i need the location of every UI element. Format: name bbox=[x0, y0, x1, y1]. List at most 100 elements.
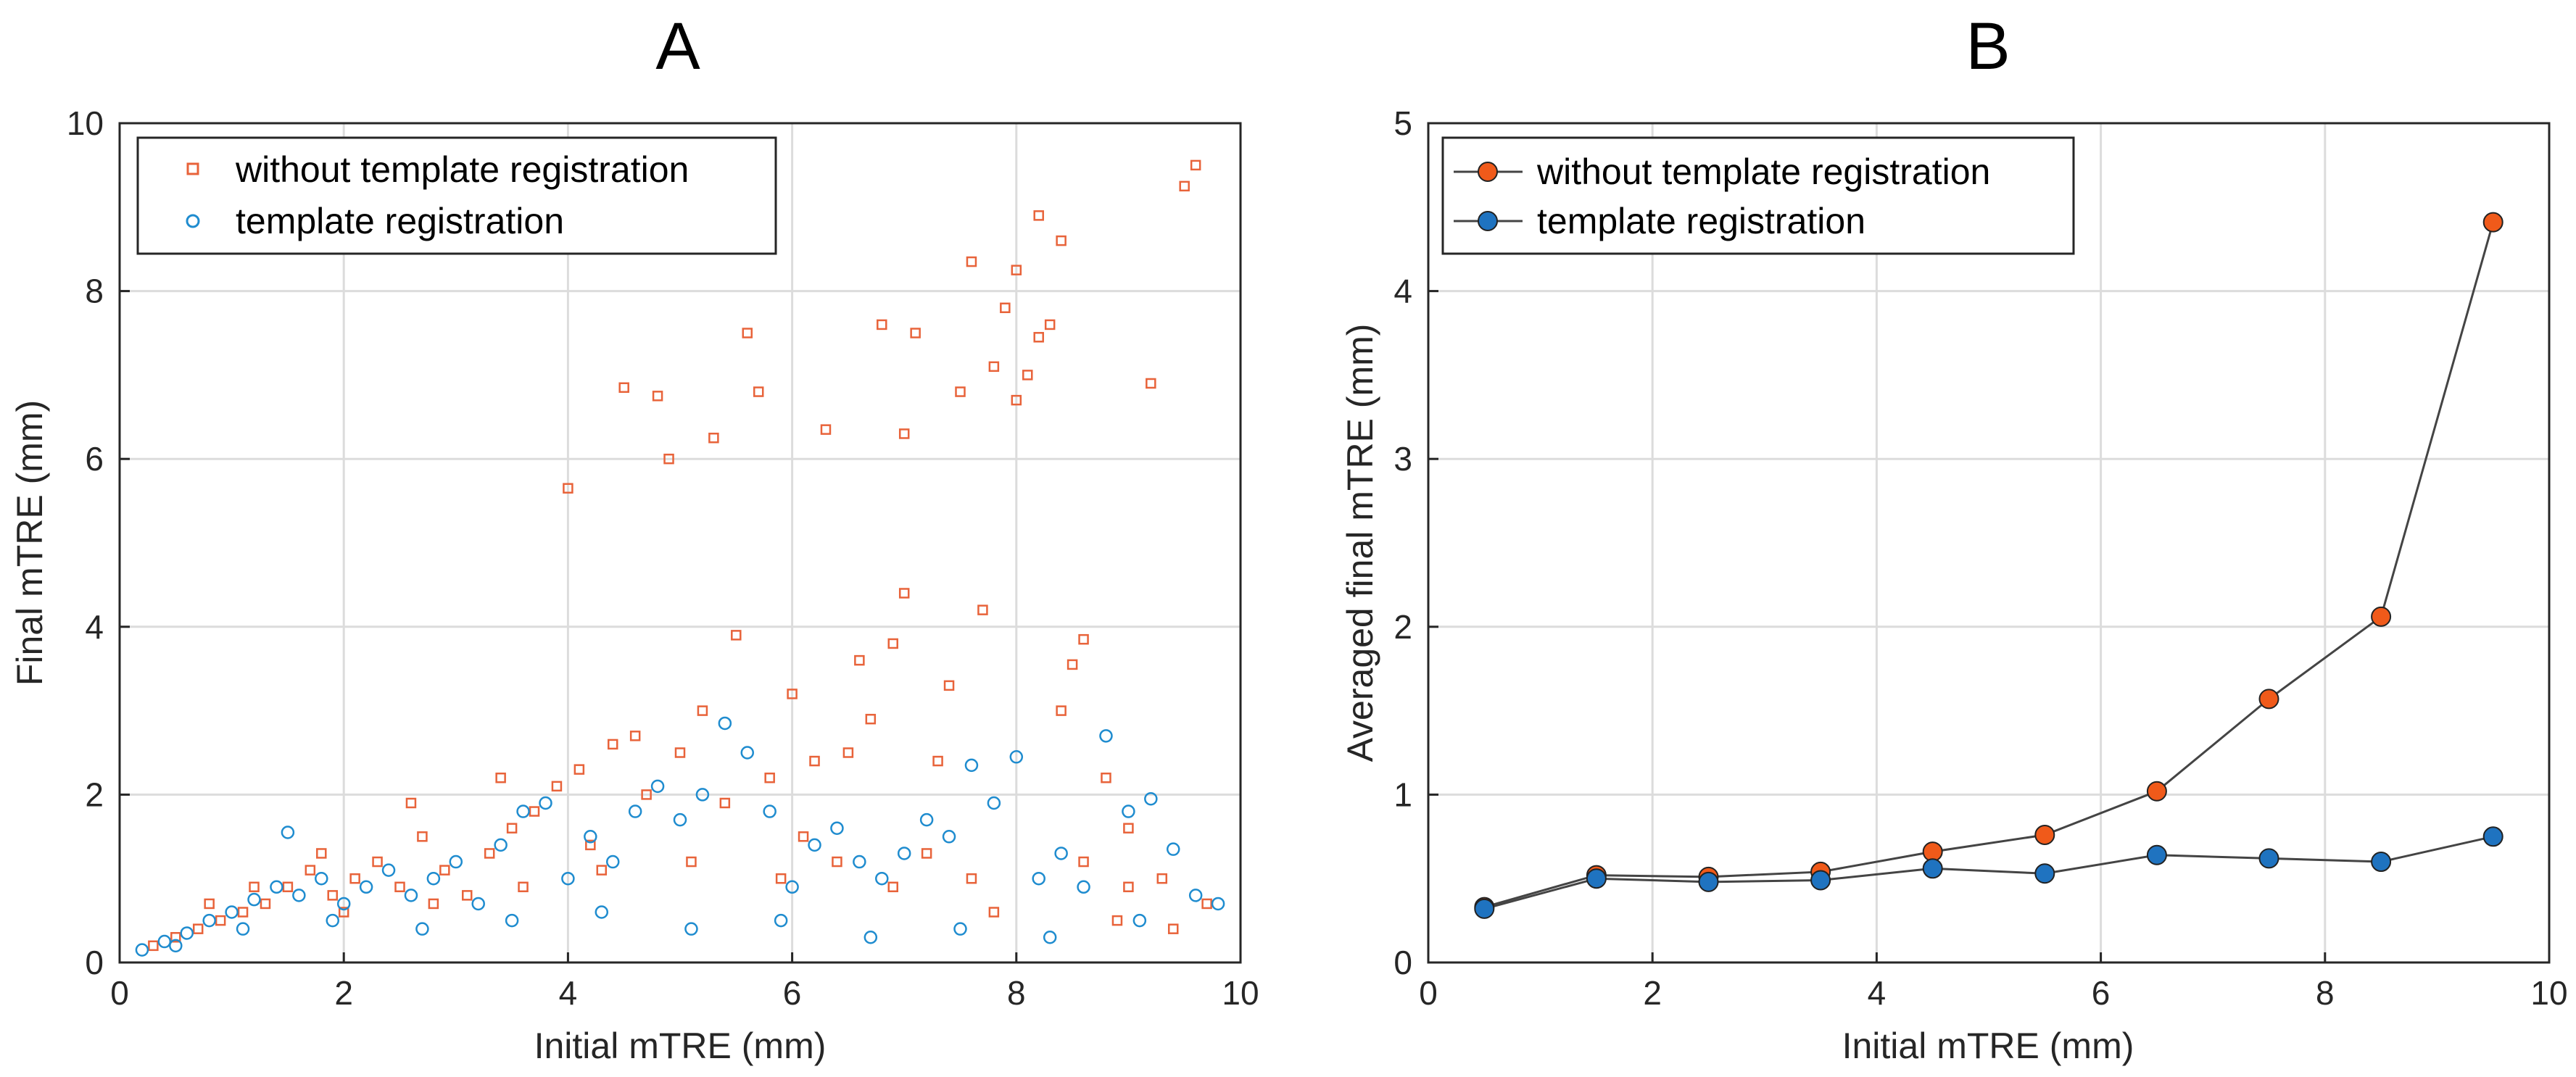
series-point-template bbox=[2371, 852, 2392, 873]
scatter-point-without-template bbox=[1044, 319, 1056, 330]
panel-b-xtick-label: 8 bbox=[2316, 974, 2335, 1012]
scatter-point-without-template bbox=[1033, 210, 1044, 221]
scatter-point-template bbox=[157, 934, 172, 949]
series-point-template bbox=[1698, 871, 1719, 892]
panel-b-xtick-label: 10 bbox=[2530, 974, 2567, 1012]
scatter-point-without-template bbox=[1101, 772, 1111, 783]
scatter-point-template bbox=[1099, 729, 1113, 743]
scatter-point-without-template bbox=[394, 881, 405, 893]
panel-a-xlabel: Initial mTRE (mm) bbox=[534, 1026, 827, 1066]
panel-b-ylabel: Averaged final mTRE (mm) bbox=[1340, 324, 1380, 762]
panel-b-xlabel: Initial mTRE (mm) bbox=[1842, 1026, 2134, 1066]
scatter-point-template bbox=[1166, 842, 1180, 856]
panel-a-ytick-label: 6 bbox=[85, 440, 104, 478]
panel-a-axes-box bbox=[118, 122, 1242, 964]
panel-a-xtick-label: 0 bbox=[110, 974, 129, 1012]
scatter-point-without-template bbox=[327, 890, 338, 901]
panel-b-ytick-label: 0 bbox=[1393, 944, 1412, 981]
series-point-template bbox=[2034, 863, 2055, 884]
scatter-point-without-template bbox=[1123, 881, 1134, 893]
panel-b-legend-label-template: template registration bbox=[1537, 201, 1865, 241]
panel-a-label: A bbox=[655, 9, 700, 83]
panel-b-legend-label-without: without template registration bbox=[1536, 151, 1990, 192]
panel-a-xtick-label: 6 bbox=[783, 974, 802, 1012]
scatter-point-template bbox=[595, 905, 609, 919]
scatter-point-template bbox=[381, 863, 396, 877]
scatter-point-without-template bbox=[877, 319, 887, 330]
panel-a-ytick-label: 4 bbox=[85, 608, 104, 646]
scatter-point-without-template bbox=[237, 907, 249, 918]
panel-a-xtick-label: 8 bbox=[1007, 974, 1026, 1012]
series-point-without-template bbox=[2258, 689, 2279, 710]
scatter-point-without-template bbox=[775, 873, 787, 884]
scatter-point-without-template bbox=[495, 772, 506, 783]
panel-b-xtick-label: 4 bbox=[1868, 974, 1887, 1012]
scatter-point-without-template bbox=[316, 848, 327, 859]
scatter-point-without-template bbox=[988, 361, 1000, 373]
scatter-point-without-template bbox=[573, 764, 585, 775]
panel-b-lines bbox=[1474, 212, 2503, 919]
panel-b-ytick-label: 5 bbox=[1393, 104, 1412, 142]
scatter-point-without-template bbox=[977, 604, 988, 615]
panel-b-label: B bbox=[1966, 9, 2010, 83]
scatter-point-without-template bbox=[887, 638, 898, 649]
scatter-point-without-template bbox=[663, 453, 674, 465]
panel-b-ticks: 0 2 4 6 8 10 0 1 2 3 4 5 bbox=[1393, 104, 2567, 1012]
scatter-point-without-template bbox=[1167, 923, 1179, 934]
scatter-point-template bbox=[987, 796, 1001, 810]
panel-b-legend-marker-without bbox=[1478, 162, 1498, 182]
scatter-point-without-template bbox=[921, 848, 932, 859]
panel-b-ytick-label: 2 bbox=[1393, 608, 1412, 646]
series-point-template bbox=[1586, 868, 1607, 889]
scatter-point-without-template bbox=[686, 856, 697, 868]
scatter-point-without-template bbox=[1056, 705, 1067, 716]
scatter-point-without-template bbox=[372, 856, 383, 868]
scatter-point-template bbox=[135, 943, 149, 957]
panel-b-xtick-label: 0 bbox=[1419, 974, 1438, 1012]
scatter-point-without-template bbox=[260, 898, 271, 910]
scatter-point-without-template bbox=[641, 789, 652, 800]
scatter-point-template bbox=[1054, 847, 1068, 860]
scatter-point-without-template bbox=[1146, 378, 1156, 389]
scatter-point-template bbox=[236, 922, 250, 936]
scatter-point-template bbox=[763, 804, 776, 818]
scatter-point-without-template bbox=[1067, 659, 1078, 670]
scatter-point-without-template bbox=[629, 731, 641, 741]
scatter-point-template bbox=[225, 905, 239, 919]
scatter-point-template bbox=[505, 913, 519, 928]
scatter-point-template bbox=[808, 838, 821, 852]
scatter-point-without-template bbox=[338, 907, 349, 918]
series-point-template bbox=[2258, 848, 2279, 869]
scatter-point-without-template bbox=[1011, 394, 1022, 406]
scatter-point-template bbox=[628, 804, 642, 818]
panel-b-legend-marker-template bbox=[1478, 211, 1498, 231]
scatter-point-template bbox=[202, 913, 216, 928]
scatter-point-without-template bbox=[1000, 302, 1011, 314]
panel-b-ytick-label: 3 bbox=[1393, 440, 1412, 478]
panel-a-ytick-label: 2 bbox=[85, 775, 104, 813]
scatter-point-template bbox=[1211, 897, 1225, 911]
scatter-point-without-template bbox=[943, 680, 955, 691]
series-point-template bbox=[1922, 858, 1943, 879]
scatter-point-template bbox=[605, 854, 620, 869]
scatter-point-without-template bbox=[887, 881, 898, 893]
scatter-point-template bbox=[897, 847, 911, 860]
scatter-point-template bbox=[449, 854, 463, 869]
scatter-point-template bbox=[1077, 880, 1090, 894]
panel-a-legend: without template registration template r… bbox=[136, 136, 777, 255]
panel-a-grid bbox=[120, 123, 1241, 962]
scatter-point-without-template bbox=[832, 856, 842, 868]
scatter-point-template bbox=[336, 897, 351, 911]
scatter-point-without-template bbox=[652, 391, 663, 402]
scatter-point-template bbox=[539, 796, 552, 810]
panel-b-ytick-label: 1 bbox=[1393, 775, 1412, 813]
scatter-point-without-template bbox=[417, 831, 428, 842]
scatter-point-without-template bbox=[674, 747, 686, 758]
scatter-point-without-template bbox=[787, 689, 798, 699]
scatter-point-without-template bbox=[596, 865, 608, 876]
scatter-point-template bbox=[415, 922, 429, 936]
scatter-point-without-template bbox=[1179, 180, 1190, 192]
scatter-point-without-template bbox=[753, 386, 764, 397]
panel-a-ytick-label: 8 bbox=[85, 273, 104, 310]
scatter-point-without-template bbox=[932, 755, 943, 767]
